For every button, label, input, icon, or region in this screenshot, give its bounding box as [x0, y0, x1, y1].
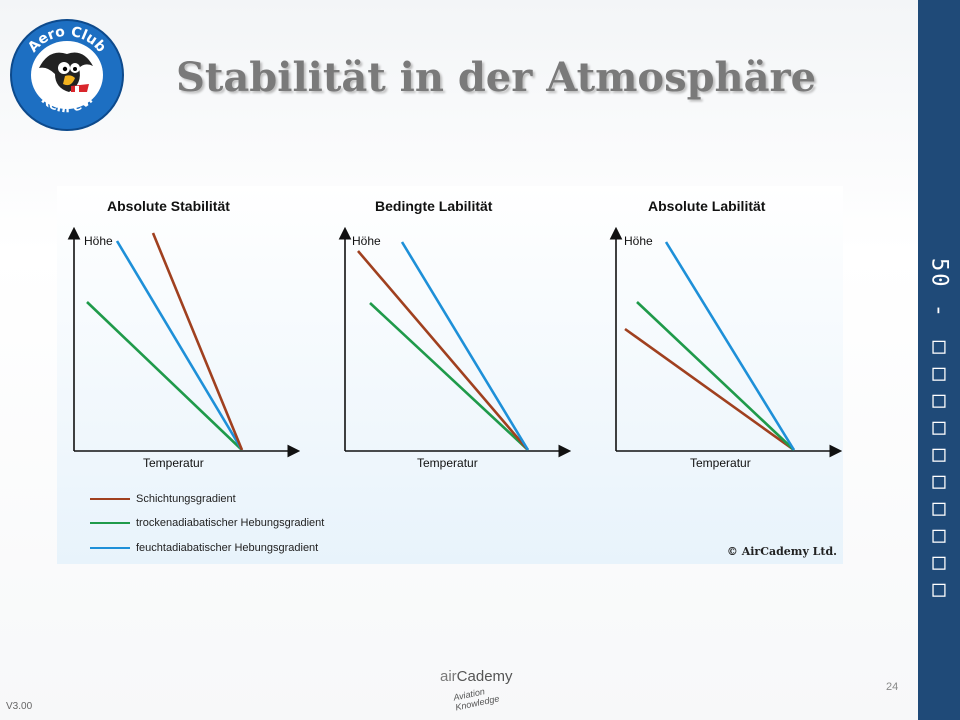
- panel-1-y-label: Höhe: [84, 234, 113, 248]
- panel-3-y-label: Höhe: [624, 234, 653, 248]
- bird-icon: [39, 52, 93, 92]
- brand-name: airCademy: [440, 668, 513, 685]
- legend-label: Schichtungsgradient: [136, 493, 236, 505]
- panel-2-trocken-line: [369, 302, 529, 451]
- legend-swatch-trocken: [90, 522, 130, 524]
- brand-tagline: Aviation Knowledge: [452, 684, 500, 712]
- panel-1-schichtung-line: [151, 232, 244, 451]
- panel-1-title: Absolute Stabilität: [107, 198, 230, 214]
- panel-1-axes: [67, 226, 301, 458]
- panel-2-schichtung-line: [357, 250, 529, 451]
- panel-3-title: Absolute Labilität: [648, 198, 766, 214]
- panel-3-x-label: Temperatur: [690, 456, 751, 470]
- panel-1-trocken-line: [86, 301, 243, 451]
- side-bar-label: 50 - □□□□□□□□□□: [926, 258, 952, 605]
- legend-item-trocken: trockenadiabatischer Hebungsgradient: [90, 515, 324, 531]
- legend-label: trockenadiabatischer Hebungsgradient: [136, 517, 325, 529]
- legend-item-schichtung: Schichtungsgradient: [90, 491, 236, 507]
- slide-title: Stabilität in der Atmosphäre: [176, 54, 817, 101]
- legend-item-feucht: feuchtadiabatischer Hebungsgradient: [90, 540, 318, 556]
- side-bar: 50 - □□□□□□□□□□: [918, 0, 960, 720]
- page-number: 24: [886, 681, 899, 693]
- panel-2-x-label: Temperatur: [417, 456, 478, 470]
- legend-label: feuchtadiabatischer Hebungsgradient: [136, 542, 319, 554]
- panel-2-title: Bedingte Labilität: [375, 198, 493, 214]
- aero-club-logo: Aero Club Kehl eV.: [10, 19, 124, 131]
- version-label: V3.00: [6, 701, 33, 712]
- panel-3-axes: [609, 226, 843, 458]
- legend-swatch-feucht: [90, 547, 130, 549]
- panel-2-y-label: Höhe: [352, 234, 381, 248]
- panel-2-feucht-line: [400, 241, 530, 451]
- panel-1-feucht-line: [115, 240, 244, 451]
- brand-name-part2: Cademy: [456, 668, 513, 685]
- aircademy-brand: airCademy Aviation Knowledge: [440, 668, 530, 712]
- legend-swatch-schichtung: [90, 498, 130, 500]
- panel-3-schichtung-line: [624, 327, 795, 452]
- diagram-copyright: © AirCademy Ltd.: [726, 545, 837, 558]
- panel-2-axes: [338, 226, 572, 458]
- panel-3-feucht-line: [664, 241, 796, 451]
- diagram-graphics: [57, 186, 843, 564]
- brand-name-part1: air: [440, 668, 457, 685]
- panel-3-trocken-line: [636, 301, 795, 451]
- panel-1-x-label: Temperatur: [143, 456, 204, 470]
- stability-diagram: Absolute Stabilität Bedingte Labilität A…: [57, 186, 843, 564]
